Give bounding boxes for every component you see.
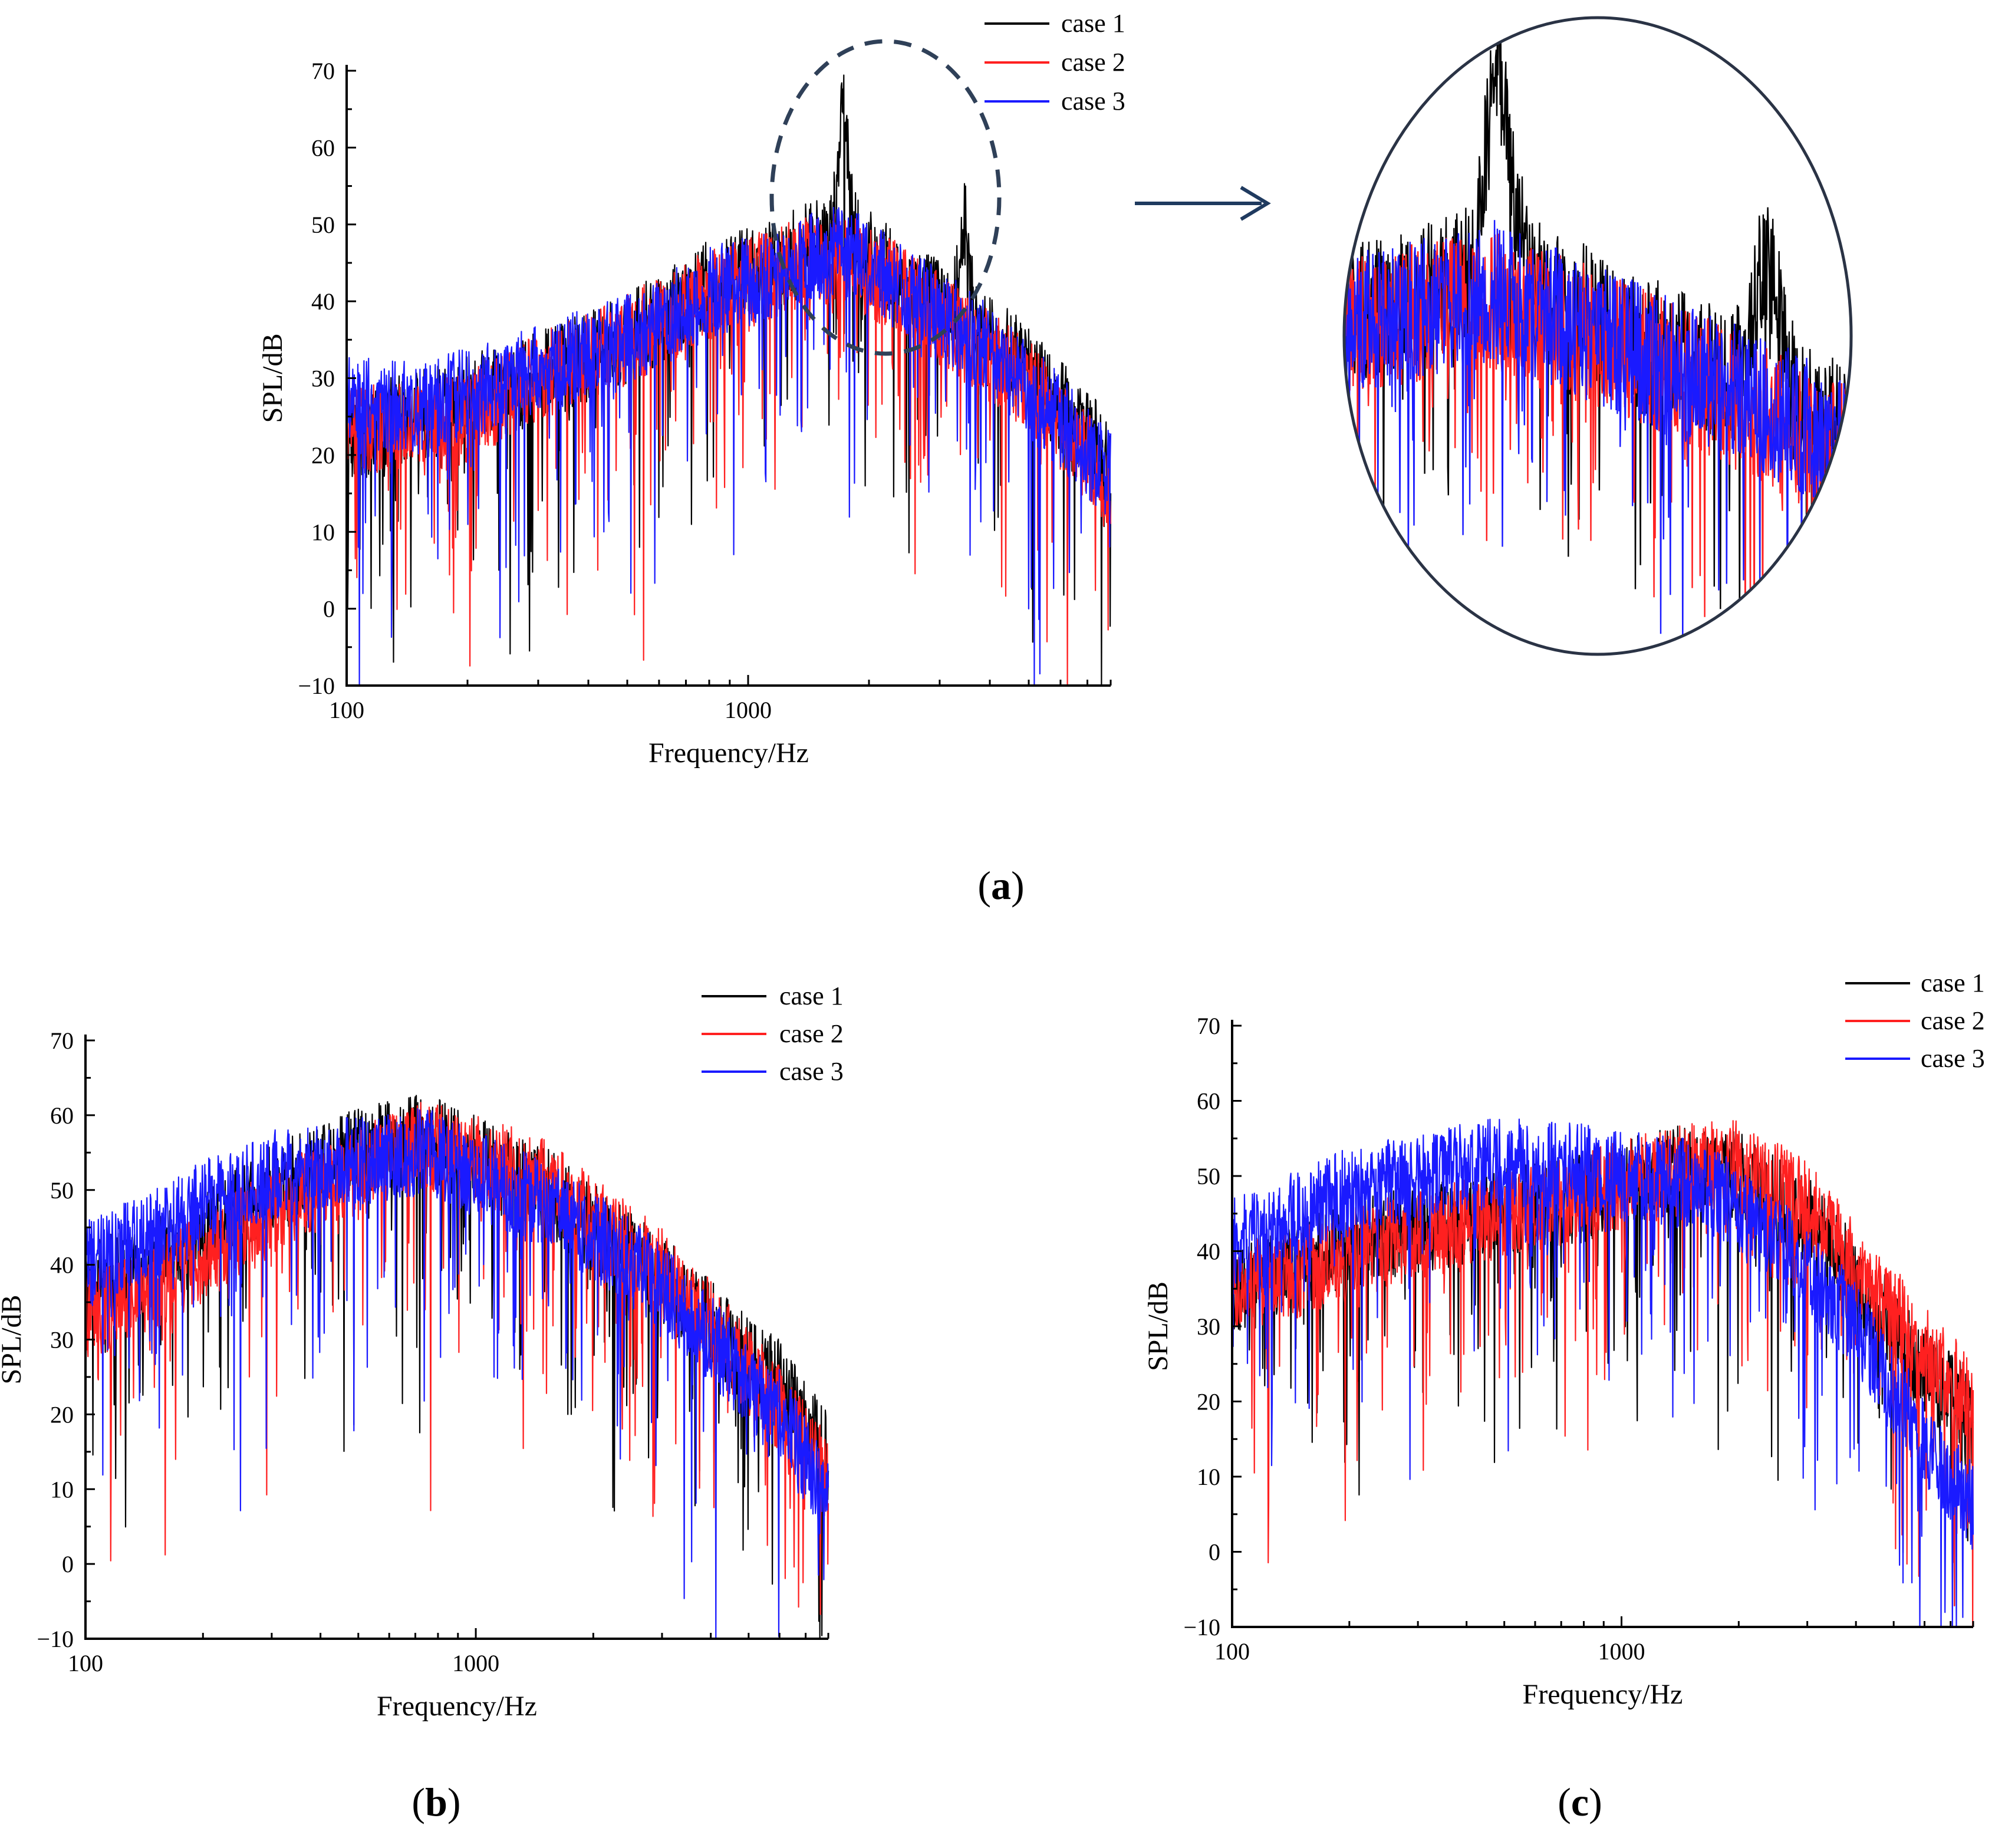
panel-c-plot-area bbox=[1231, 1118, 1974, 1628]
panel-b-legend: case 1 case 2 case 3 bbox=[702, 981, 844, 1086]
y-tick-label: 70 bbox=[50, 1027, 74, 1054]
panel-c-legend: case 1 case 2 case 3 bbox=[1845, 969, 1985, 1073]
y-tick-label: 50 bbox=[1197, 1163, 1220, 1190]
panel-b-plot-area bbox=[84, 1095, 829, 1640]
panel-a-chart: −10 0 10 20 30 40 50 60 70 100 1000 Frequency/Hz SPL… bbox=[257, 9, 1125, 769]
legend-label-case-2: case 2 bbox=[779, 1019, 844, 1048]
legend-label-case-3: case 3 bbox=[1921, 1044, 1985, 1073]
y-tick-label: 50 bbox=[311, 212, 335, 238]
y-axis-title: SPL/dB bbox=[0, 1294, 27, 1384]
y-tick-label: 0 bbox=[323, 596, 335, 622]
legend-label-case-1: case 1 bbox=[779, 981, 844, 1010]
y-tick-label: 10 bbox=[1197, 1464, 1220, 1490]
panel-label-a: (a) bbox=[977, 863, 1024, 908]
y-tick-label: 60 bbox=[311, 134, 335, 161]
x-tick-label: 1000 bbox=[725, 697, 772, 723]
panel-a-plot-area bbox=[345, 74, 1112, 687]
y-tick-label: −10 bbox=[1183, 1614, 1220, 1641]
panel-b-chart: −10 0 10 20 30 40 50 60 70 100 1000 Frequency/Hz SPL… bbox=[0, 981, 844, 1722]
panel-c-axes: −10 0 10 20 30 40 50 60 70 100 1000 Frequency/Hz SPL… bbox=[1143, 1013, 1974, 1710]
panel-label-c: (c) bbox=[1558, 1780, 1602, 1824]
x-tick-label: 1000 bbox=[452, 1650, 499, 1676]
x-axis-title: Frequency/Hz bbox=[377, 1691, 537, 1722]
y-tick-label: 70 bbox=[311, 58, 335, 84]
series-line-case-3 bbox=[345, 206, 1112, 687]
y-tick-label: 10 bbox=[50, 1476, 74, 1503]
y-tick-label: 50 bbox=[50, 1177, 74, 1204]
x-tick-label: 100 bbox=[68, 1650, 103, 1676]
panel-a-legend: case 1 case 2 case 3 bbox=[985, 9, 1125, 116]
x-tick-label: 100 bbox=[1214, 1638, 1250, 1665]
panel-a-axes: −10 0 10 20 30 40 50 60 70 100 1000 Frequency/Hz SPL… bbox=[257, 58, 1112, 769]
y-tick-label: 20 bbox=[50, 1401, 74, 1428]
series-line-case-3 bbox=[84, 1108, 829, 1640]
y-tick-label: 0 bbox=[62, 1551, 74, 1577]
y-tick-label: 10 bbox=[311, 519, 335, 545]
y-tick-label: 20 bbox=[1197, 1389, 1220, 1415]
legend-label-case-3: case 3 bbox=[779, 1057, 844, 1086]
legend-label-case-1: case 1 bbox=[1061, 9, 1125, 38]
x-tick-label: 1000 bbox=[1598, 1638, 1645, 1665]
y-tick-label: 40 bbox=[311, 288, 335, 315]
zoom-inset bbox=[1342, 16, 1853, 656]
y-tick-label: 30 bbox=[311, 365, 335, 392]
y-tick-label: 60 bbox=[1197, 1088, 1220, 1115]
panel-c-chart: −10 0 10 20 30 40 50 60 70 100 1000 Frequency/Hz SPL… bbox=[1143, 969, 1985, 1710]
y-tick-label: 20 bbox=[311, 442, 335, 469]
y-tick-label: 40 bbox=[1197, 1238, 1220, 1265]
legend-label-case-2: case 2 bbox=[1921, 1006, 1985, 1035]
panel-b-axes: −10 0 10 20 30 40 50 60 70 100 1000 Frequency/Hz SPL… bbox=[0, 1027, 829, 1722]
x-tick-label: 100 bbox=[329, 697, 364, 723]
highlight-ellipse bbox=[769, 39, 1002, 356]
x-axis-title: Frequency/Hz bbox=[1523, 1679, 1683, 1710]
y-tick-label: 70 bbox=[1197, 1013, 1220, 1039]
y-tick-label: −10 bbox=[37, 1626, 74, 1652]
x-axis-title: Frequency/Hz bbox=[648, 737, 809, 769]
y-axis-title: SPL/dB bbox=[1143, 1282, 1174, 1371]
y-tick-label: 40 bbox=[50, 1252, 74, 1279]
y-tick-label: 30 bbox=[50, 1327, 74, 1353]
arrow-right-icon bbox=[1135, 186, 1271, 221]
y-axis-title: SPL/dB bbox=[257, 333, 288, 423]
legend-label-case-1: case 1 bbox=[1921, 969, 1985, 997]
zoom-series-line-case-3 bbox=[1344, 220, 1851, 654]
series-line-case-3 bbox=[1231, 1118, 1974, 1628]
legend-label-case-3: case 3 bbox=[1061, 87, 1125, 116]
y-tick-label: 60 bbox=[50, 1102, 74, 1129]
y-tick-label: 0 bbox=[1209, 1539, 1220, 1566]
panel-label-b: (b) bbox=[411, 1780, 460, 1824]
y-tick-label: 30 bbox=[1197, 1313, 1220, 1340]
legend-label-case-2: case 2 bbox=[1061, 48, 1125, 77]
y-tick-label: −10 bbox=[298, 673, 335, 699]
